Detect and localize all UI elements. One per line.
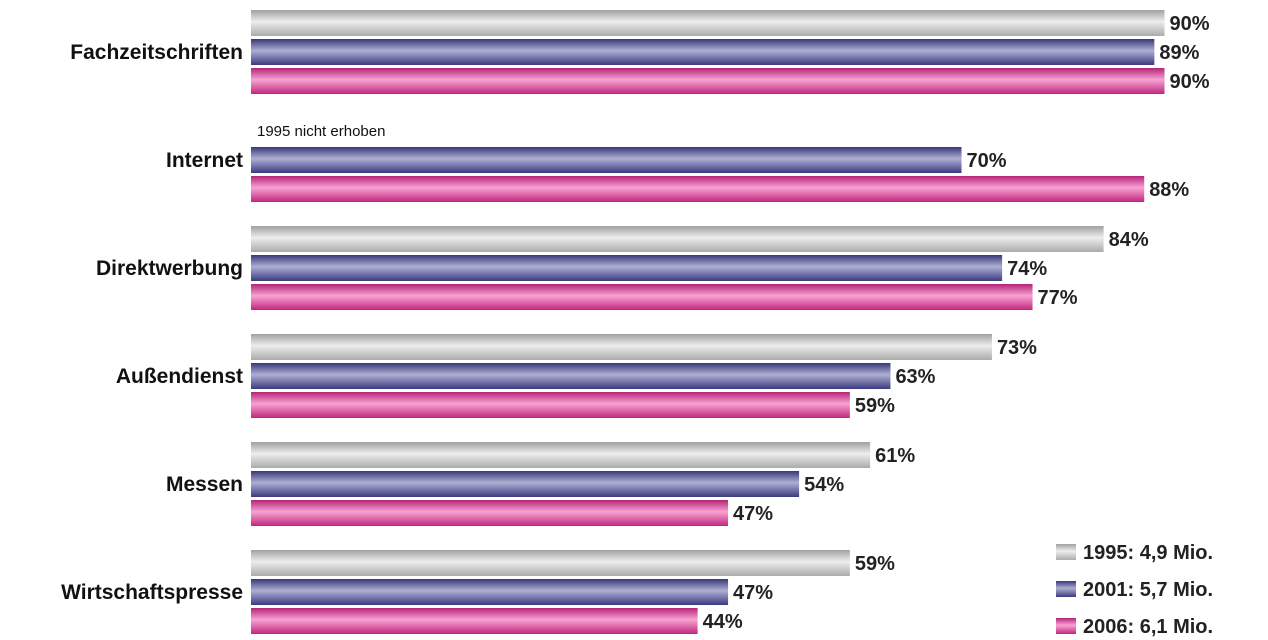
annotation-0: 1995 nicht erhoben xyxy=(257,123,385,140)
bar-internet-2001 xyxy=(251,147,962,173)
bars-layer xyxy=(251,10,1165,634)
value-label-messen-2006: 47% xyxy=(733,503,773,525)
legend-label-2001: 2001: 5,7 Mio. xyxy=(1083,579,1213,601)
category-label-internet: Internet xyxy=(166,149,243,172)
bar-direktwerbung-2006 xyxy=(251,284,1033,310)
bar-internet-2006 xyxy=(251,176,1145,202)
value-label-fachzeitschriften-2006: 90% xyxy=(1170,71,1210,93)
category-label-fachzeitschriften: Fachzeitschriften xyxy=(70,41,243,64)
value-label-direktwerbung-1995: 84% xyxy=(1109,229,1149,251)
value-label-fachzeitschriften-2001: 89% xyxy=(1159,42,1199,64)
bar-wirtschaftspresse-1995 xyxy=(251,550,850,576)
value-label-direktwerbung-2006: 77% xyxy=(1038,287,1078,309)
bar-fachzeitschriften-2001 xyxy=(251,39,1155,65)
legend: 1995: 4,9 Mio. 2001: 5,7 Mio. 2006: 6,1 Mi… xyxy=(1056,542,1213,638)
legend-label-2006: 2006: 6,1 Mio. xyxy=(1083,616,1213,638)
legend-swatch-2006 xyxy=(1056,618,1076,634)
value-label-direktwerbung-2001: 74% xyxy=(1007,258,1047,280)
value-label-fachzeitschriften-1995: 90% xyxy=(1170,13,1210,35)
legend-label-1995: 1995: 4,9 Mio. xyxy=(1083,542,1213,564)
bar-aussendienst-1995 xyxy=(251,334,992,360)
bar-direktwerbung-1995 xyxy=(251,226,1104,252)
bar-messen-1995 xyxy=(251,442,871,468)
category-label-direktwerbung: Direktwerbung xyxy=(96,257,243,280)
value-label-internet-2001: 70% xyxy=(967,150,1007,172)
value-label-wirtschaftspresse-1995: 59% xyxy=(855,553,895,575)
value-label-wirtschaftspresse-2001: 47% xyxy=(733,582,773,604)
bar-aussendienst-2006 xyxy=(251,392,850,418)
bar-aussendienst-2001 xyxy=(251,363,891,389)
bar-wirtschaftspresse-2001 xyxy=(251,579,729,605)
value-label-aussendienst-2006: 59% xyxy=(855,395,895,417)
category-label-wirtschaftspresse: Wirtschaftspresse xyxy=(61,581,243,604)
legend-swatch-2001 xyxy=(1056,581,1076,597)
value-label-internet-2006: 88% xyxy=(1149,179,1189,201)
category-label-messen: Messen xyxy=(166,473,243,496)
bar-wirtschaftspresse-2006 xyxy=(251,608,698,634)
value-label-aussendienst-2001: 63% xyxy=(895,366,935,388)
value-label-wirtschaftspresse-2006: 44% xyxy=(703,611,743,633)
value-label-messen-2001: 54% xyxy=(804,474,844,496)
bar-messen-2006 xyxy=(251,500,729,526)
legend-swatch-1995 xyxy=(1056,544,1076,560)
bar-fachzeitschriften-2006 xyxy=(251,68,1165,94)
category-label-aussendienst: Außendienst xyxy=(116,365,243,388)
value-label-aussendienst-1995: 73% xyxy=(997,337,1037,359)
bar-direktwerbung-2001 xyxy=(251,255,1003,281)
labels-layer: Fachzeitschriften 90% 89% 90% Internet 70% 88%… xyxy=(61,13,1210,633)
bar-fachzeitschriften-1995 xyxy=(251,10,1165,36)
bar-messen-2001 xyxy=(251,471,800,497)
value-label-messen-1995: 61% xyxy=(875,445,915,467)
